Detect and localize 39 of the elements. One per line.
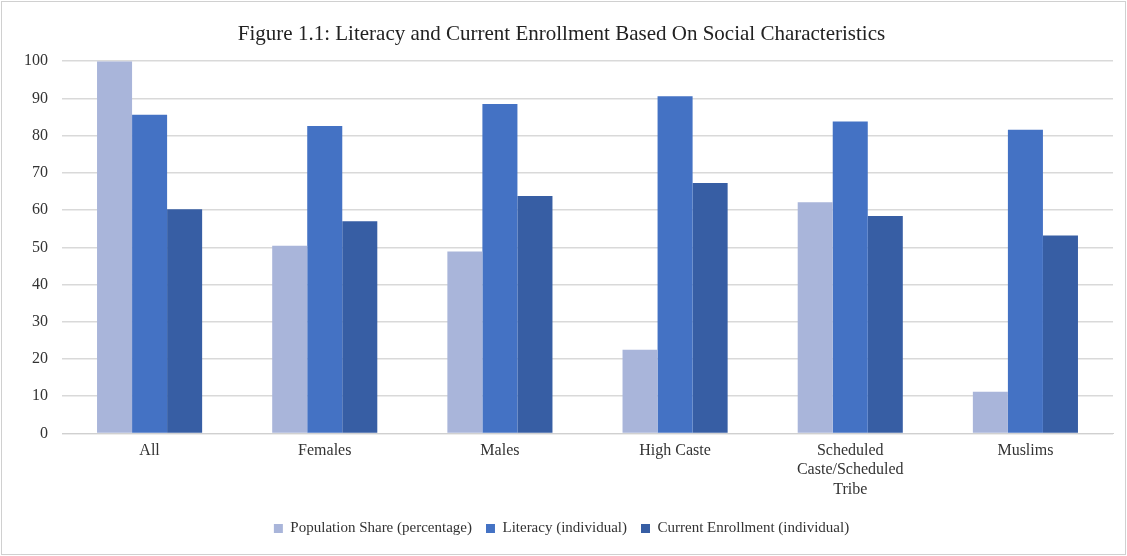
x-tick-label: Males (480, 441, 520, 459)
chart-title: Figure 1.1: Literacy and Current Enrollment Based On Social Characteristics (237, 21, 886, 46)
bar (1007, 129, 1043, 433)
y-tick-label: 10 (32, 386, 48, 404)
x-tick-label: All (139, 441, 161, 459)
y-tick-label: 0 (40, 423, 48, 441)
bar (797, 202, 833, 433)
bar (342, 221, 378, 433)
legend-label: Population Share (percentage) (290, 519, 472, 537)
bar (517, 195, 553, 433)
bar (167, 209, 203, 433)
bar (272, 245, 308, 433)
bar (307, 125, 343, 433)
y-tick-label: 100 (24, 51, 48, 69)
y-tick-label: 60 (32, 200, 48, 218)
bar (482, 104, 518, 433)
bar (1042, 235, 1078, 433)
bar (657, 96, 693, 433)
x-tick-label: Muslims (997, 441, 1054, 459)
y-tick-label: 40 (32, 274, 48, 292)
bar (692, 182, 728, 433)
legend-label: Current Enrollment (individual) (657, 519, 850, 537)
y-tick-label: 70 (32, 163, 48, 181)
y-tick-label: 20 (32, 349, 48, 367)
y-tick-label: 80 (32, 125, 48, 143)
x-tick-label: Scheduled Caste/Scheduled Tribe (796, 441, 904, 497)
bar (832, 121, 868, 433)
bar (972, 391, 1008, 433)
y-tick-label: 90 (32, 88, 48, 106)
x-tick-label: Females (298, 441, 352, 459)
bar (447, 251, 483, 433)
x-tick-label: High Caste (639, 441, 711, 460)
legend-label: Literacy (individual) (502, 519, 628, 537)
y-tick-label: 30 (32, 311, 48, 329)
y-tick-label: 50 (32, 237, 48, 255)
bar (622, 349, 658, 433)
bar (867, 216, 903, 433)
bar (132, 114, 168, 433)
bar (97, 61, 133, 433)
